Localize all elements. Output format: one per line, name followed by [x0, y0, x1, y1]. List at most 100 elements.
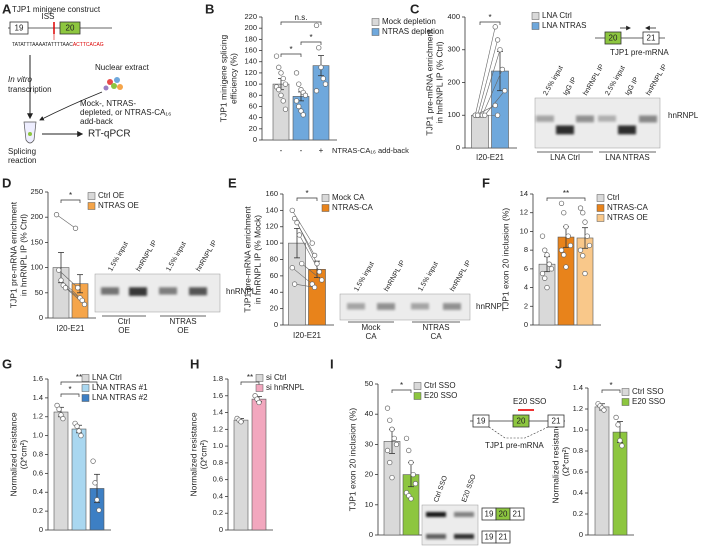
y-tick-label: 8: [524, 245, 528, 254]
splicing-label: reaction: [8, 156, 36, 165]
blot-band: [411, 303, 429, 310]
data-point: [580, 210, 586, 216]
legend-label: LNA Ctrl: [542, 11, 572, 20]
data-point: [294, 220, 300, 226]
x-tick-label: -: [300, 146, 303, 155]
error-bar: [582, 227, 588, 249]
bar: [251, 398, 267, 531]
y-tick-label: 0: [369, 530, 373, 539]
y-tick-label: 400: [447, 12, 460, 21]
significance-label: **: [247, 373, 253, 382]
legend-label: Ctrl: [607, 193, 620, 202]
data-point: [313, 22, 320, 29]
y-tick-label: 200: [447, 77, 460, 86]
blot-band: [556, 125, 574, 135]
lane-label: 1.5% input: [417, 261, 440, 293]
exon-label: 19: [477, 417, 486, 426]
data-point: [299, 260, 305, 267]
lane-label: 2.5% input: [604, 65, 627, 97]
condition-label: Mock-, NTRAS-: [80, 99, 136, 108]
y-tick-label: 60: [249, 101, 257, 110]
blot-band: [443, 303, 461, 310]
error-bar: [294, 227, 300, 259]
data-point: [316, 269, 323, 275]
data-point: [406, 447, 412, 454]
data-point: [314, 260, 320, 267]
significance-bracket: [240, 381, 260, 385]
legend-swatch: [621, 388, 630, 396]
y-tick-label: 0.2: [573, 509, 583, 518]
rt-pcr-gel: Ctrl SSO E20 SSO 19 20 21 19 21: [421, 473, 525, 546]
exon-box: [509, 507, 525, 521]
exon-box: [9, 21, 29, 35]
group-label: LNA NTRAS: [605, 153, 649, 162]
data-point: [276, 64, 282, 70]
group-label: Mock: [361, 323, 381, 332]
legend-label: Mock depletion: [382, 17, 436, 26]
band-label: hnRNPL: [226, 287, 257, 296]
bar: [471, 114, 489, 149]
data-point: [586, 242, 593, 249]
data-point: [74, 423, 80, 429]
data-point: [384, 447, 391, 454]
significance-label: *: [289, 45, 292, 54]
significance-label: **: [563, 189, 569, 198]
data-point: [56, 267, 62, 273]
data-point: [408, 496, 414, 502]
exon-label: 20: [609, 34, 618, 43]
significance-label: *: [609, 381, 612, 390]
y-axis-label: TJP1 exon 20 inclusion (%): [500, 208, 510, 312]
blot-band: [639, 115, 657, 123]
y-tick-label: 120: [265, 222, 278, 231]
significance-label: n.s.: [295, 13, 308, 22]
gel-band: [426, 512, 446, 517]
data-point: [561, 210, 567, 216]
y-tick-label: 0: [39, 525, 43, 534]
panel-letter: H: [190, 356, 199, 371]
chart: 0 0.2 0.4 0.6 0.8 1.0 1.2 1.4 1.6 1.8 Normalized r…: [188, 373, 305, 534]
exon-label: 21: [499, 533, 508, 542]
legend-swatch: [255, 384, 264, 392]
legend-label: Ctrl OE: [98, 191, 124, 200]
data-point: [256, 399, 262, 406]
y-tick-label: 100: [265, 238, 278, 247]
y-axis-label: in hnRNPL IP (% Mock): [252, 215, 262, 304]
chart: 0 50 100 150 200 250 TJP1 pre-mRNA enrichment i…: [8, 187, 139, 333]
data-point: [296, 81, 302, 87]
y-axis-label: TJP1 exon 20 inclusion (%): [347, 408, 357, 512]
lane-label: hnRNPL IP: [383, 259, 407, 293]
legend-label: NTRAS-CA: [332, 203, 374, 212]
blot-band: [377, 303, 395, 310]
y-tick-label: 0.6: [573, 467, 583, 476]
legend-swatch: [81, 384, 90, 392]
legend-swatch: [371, 18, 380, 26]
y-axis-label: (Ω*cm²): [198, 440, 208, 470]
exon-box: [547, 414, 565, 428]
x-tick-label: +: [319, 146, 324, 155]
y-tick-label: 100: [447, 110, 460, 119]
panel-letter: G: [2, 356, 12, 371]
splice-line: [488, 426, 549, 439]
exon-label: 20: [517, 417, 526, 426]
data-point: [318, 64, 324, 70]
y-tick-label: 150: [30, 237, 43, 246]
data-point: [53, 212, 60, 218]
y-tick-label: 80: [270, 254, 278, 263]
data-point: [408, 459, 414, 466]
legend-label: si Ctrl: [266, 373, 287, 382]
significance-bracket: [601, 389, 621, 393]
data-point: [494, 112, 501, 118]
blot-band: [159, 287, 177, 295]
data-point: [563, 264, 569, 270]
exon-box: [59, 21, 81, 35]
group-label: NTRAS: [422, 323, 449, 332]
gel-band: [454, 534, 474, 539]
bar: [612, 431, 628, 536]
significance-label: *: [400, 381, 403, 390]
data-point: [280, 75, 286, 82]
data-point: [387, 459, 393, 466]
data-point: [619, 443, 625, 449]
gel-band: [454, 512, 474, 517]
panel-letter: C: [410, 1, 420, 16]
blot-band: [101, 287, 119, 295]
